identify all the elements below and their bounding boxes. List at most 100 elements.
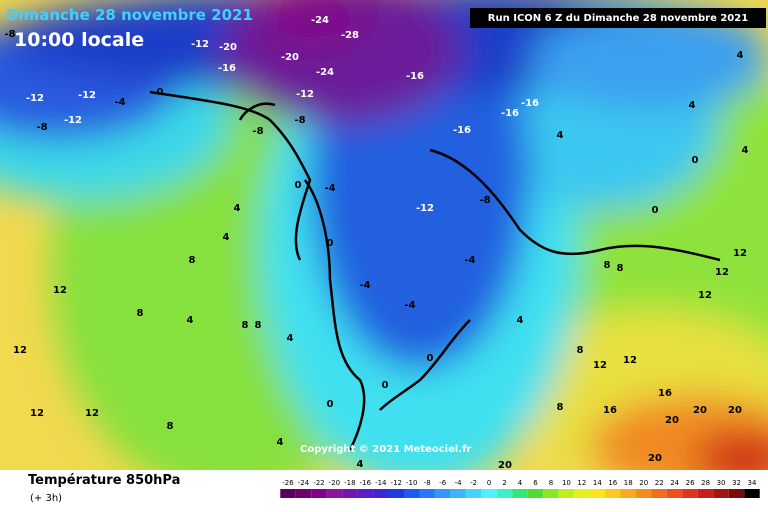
contour-label: 0: [652, 205, 659, 216]
scale-swatch: [280, 489, 296, 498]
scale-label: -6: [439, 479, 447, 487]
contour-label: -20: [281, 52, 299, 63]
contour-label: 4: [234, 203, 241, 214]
contour-label: 0: [327, 399, 334, 410]
scale-label: 14: [593, 479, 602, 487]
contour-label: -4: [359, 280, 370, 291]
contour-label: -16: [501, 108, 519, 119]
contour-label: -16: [453, 125, 471, 136]
scale-swatch: [295, 489, 312, 498]
scale-label: 32: [732, 479, 741, 487]
contour-label: 20: [693, 405, 707, 416]
scale-label: -22: [313, 479, 324, 487]
contour-label: -12: [78, 90, 96, 101]
contour-label: -12: [296, 89, 314, 100]
scale-label: 20: [639, 479, 648, 487]
date: Dimanche 28 novembre 2021: [6, 6, 253, 24]
scale-label: -10: [406, 479, 417, 487]
contour-label: 12: [623, 355, 637, 366]
contour-label: 12: [698, 290, 712, 301]
contour-label: 0: [295, 180, 302, 191]
contour-label: -4: [324, 183, 335, 194]
scale-label: 22: [655, 479, 664, 487]
scale-swatch: [589, 489, 606, 498]
scale-swatch: [574, 489, 590, 498]
scale-swatch: [666, 489, 683, 498]
contour-label: 4: [357, 459, 364, 470]
contour-label: -24: [311, 15, 329, 26]
scale-label: 0: [487, 479, 491, 487]
scale-swatch: [481, 489, 497, 498]
scale-swatch: [342, 489, 358, 498]
scale-swatch: [388, 489, 404, 498]
temperature-field: [0, 0, 768, 500]
contour-label: 16: [658, 388, 672, 399]
contour-label: 8: [137, 308, 144, 319]
scale-label: -24: [298, 479, 310, 487]
contour-label: 4: [557, 130, 564, 141]
contour-label: -24: [316, 67, 334, 78]
contour-label: 0: [382, 380, 389, 391]
contour-label: 0: [692, 155, 699, 166]
legend-title: Température 850hPa: [28, 473, 180, 488]
contour-label: 4: [287, 333, 294, 344]
scale-swatch: [605, 489, 621, 498]
contour-label: 8: [577, 345, 584, 356]
contour-label: -16: [406, 71, 424, 82]
contour-label: 12: [85, 408, 99, 419]
contour-label: 8: [167, 421, 174, 432]
scale-swatch: [357, 489, 374, 498]
scale-swatch: [543, 489, 559, 498]
scale-label: 34: [748, 479, 757, 487]
copyright: Copyright © 2021 Meteociel.fr: [300, 444, 471, 455]
contour-label: 20: [648, 453, 662, 464]
contour-label: 4: [689, 100, 696, 111]
scale-label: -12: [391, 479, 402, 487]
contour-label: 12: [733, 248, 747, 259]
scale-label: 6: [533, 479, 538, 487]
contour-label: 12: [53, 285, 67, 296]
scale-swatch: [465, 489, 482, 498]
time: 10:00 locale: [14, 29, 144, 51]
contour-label: -8: [4, 29, 15, 40]
legend-subtitle: (+ 3h): [30, 493, 62, 504]
contour-label: 12: [13, 345, 27, 356]
scale-swatch: [527, 489, 544, 498]
scale-label: 8: [549, 479, 553, 487]
scale-label: 16: [608, 479, 617, 487]
contour-label: 8: [242, 320, 249, 331]
color-scale: -26 -24 -22 -20 -18 -16 -14 -12 -10 -8 -6 -4 -2 0 2 4 6 8…: [280, 479, 760, 498]
scale-swatch: [713, 489, 729, 498]
scale-label: 4: [518, 479, 523, 487]
scale-swatch: [496, 489, 513, 498]
contour-label: -8: [479, 195, 490, 206]
coastlines: [149, 90, 721, 451]
scale-swatch: [450, 489, 466, 498]
scale-swatch: [434, 489, 451, 498]
scale-label: 18: [624, 479, 633, 487]
scale-swatch: [728, 489, 745, 498]
contour-label: 8: [557, 402, 564, 413]
contour-label: -28: [341, 30, 359, 41]
scale-label: 12: [577, 479, 586, 487]
scale-swatch: [419, 489, 435, 498]
scale-swatch: [744, 489, 760, 498]
contour-label: 12: [30, 408, 44, 419]
scale-swatch: [404, 489, 420, 498]
scale-swatch: [512, 489, 528, 498]
scale-swatch: [697, 489, 714, 498]
contour-label: 0: [327, 238, 334, 249]
scale-swatch: [620, 489, 636, 498]
scale-label: 26: [686, 479, 695, 487]
scale-label: 2: [502, 479, 506, 487]
scale-label: -2: [470, 479, 477, 487]
contour-label: 8: [255, 320, 262, 331]
scale-label: -4: [455, 479, 463, 487]
scale-label: 24: [670, 479, 679, 487]
run-info: Run ICON 6 Z du Dimanche 28 novembre 202…: [488, 13, 748, 24]
scale-swatch: [682, 489, 698, 498]
contour-label: 20: [728, 405, 742, 416]
scale-label: -8: [424, 479, 431, 487]
contour-label: -8: [36, 122, 47, 133]
